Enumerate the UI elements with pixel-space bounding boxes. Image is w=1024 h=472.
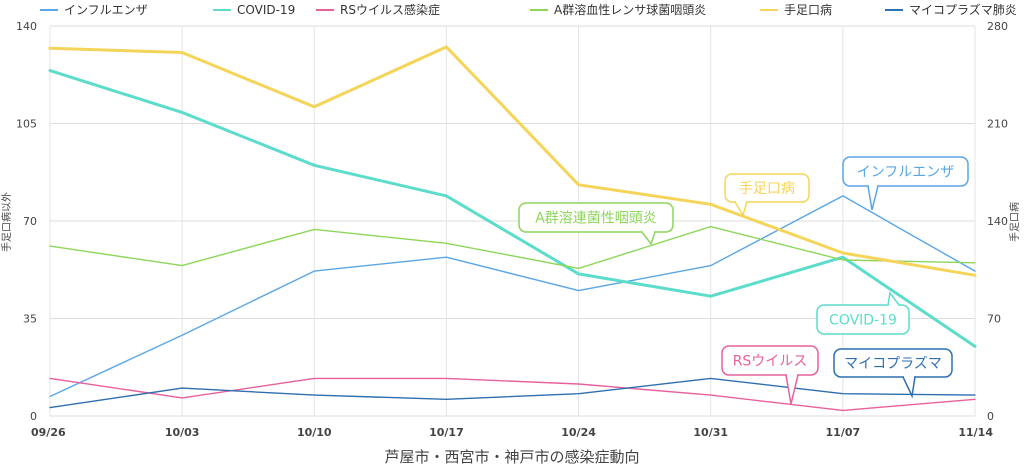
x-tick-label: 10/17 [429,426,464,439]
legend-item[interactable]: A群溶血性レンサ球菌咽頭炎 [530,2,706,17]
x-tick-label: 10/03 [165,426,200,439]
callout-box [833,348,953,378]
callout-label: インフルエンザ [857,165,955,181]
chart-title: 芦屋市・西宮市・神戸市の感染症動向 [384,448,639,466]
callout-box [816,304,910,335]
callout-tail [640,231,657,246]
legend-item[interactable]: インフルエンザ [40,3,148,17]
y-right-tick-label: 70 [987,313,1001,326]
y-right-tick-label: 210 [987,118,1008,131]
callout-label: RSウイルス [733,354,808,370]
callout-box [721,345,819,376]
y-right-tick-label: 280 [987,20,1008,33]
annotation-callout: 手足口病 [724,173,810,217]
series-line-series [48,45,977,277]
legend-label: COVID-19 [237,3,295,17]
callout-tail [785,374,799,405]
callout-tail [901,376,916,399]
series-line-series [49,195,976,398]
y-left-tick-label: 0 [30,410,37,423]
series-lines [48,45,977,412]
callout-box [518,202,674,233]
callout-label: A群溶連菌性咽頭炎 [535,211,657,227]
callout-box [724,173,810,203]
y-right-tick-label: 0 [987,410,994,423]
grid [49,25,976,417]
y-axis-left-label: 手足口病以外 [0,192,13,252]
y-left-tick-label: 105 [16,118,37,131]
callout-box [842,156,969,187]
x-tick-label: 10/31 [693,426,728,439]
y-left-tick-label: 140 [16,20,37,33]
legend-label: マイコプラズマ肺炎 [909,2,1017,17]
y-right-tick-label: 140 [987,215,1008,228]
x-tick-label: 11/14 [958,426,993,439]
legend-item[interactable]: RSウイルス感染症 [316,2,440,17]
x-tick-label: 10/24 [561,426,596,439]
annotation-callout: マイコプラズマ [833,348,953,399]
series-line-rs [49,377,976,412]
x-tick-label: 11/07 [826,426,861,439]
legend-label: A群溶血性レンサ球菌咽頭炎 [554,2,706,17]
annotation-callout: RSウイルス [721,345,819,405]
legend-label: 手足口病 [784,2,832,17]
axis-ticks: 0 35 70 105 140 0 70 140 210 280 09/26 10/03 10/10 10… [16,20,1008,439]
legend-label: RSウイルス感染症 [340,2,440,17]
series-line-series [49,377,976,409]
x-tick-label: 09/26 [31,426,66,439]
x-tick-label: 10/10 [297,426,332,439]
series-line-covid-19 [48,69,977,348]
callout-tail [867,185,879,211]
callout-label: 手足口病 [739,181,795,197]
series-line-a [49,225,976,270]
callout-label: マイコプラズマ [844,356,942,372]
legend-item[interactable]: マイコプラズマ肺炎 [885,2,1017,17]
annotation-callout: COVID-19 [816,291,910,335]
y-axis-right-label: 手足口病 [1008,202,1021,242]
legend-item[interactable]: 手足口病 [760,2,832,17]
y-left-tick-label: 70 [23,215,37,228]
annotation-callout: インフルエンザ [842,156,969,211]
y-left-tick-label: 35 [23,313,37,326]
callout-label: COVID-19 [829,313,897,329]
annotation-callout: A群溶連菌性咽頭炎 [518,202,674,246]
legend-label: インフルエンザ [64,3,148,17]
legend[interactable]: インフルエンザ COVID-19 RSウイルス感染症 A群溶血性レンサ球菌咽頭炎 手足口… [40,2,1017,17]
legend-item[interactable]: COVID-19 [213,3,295,17]
